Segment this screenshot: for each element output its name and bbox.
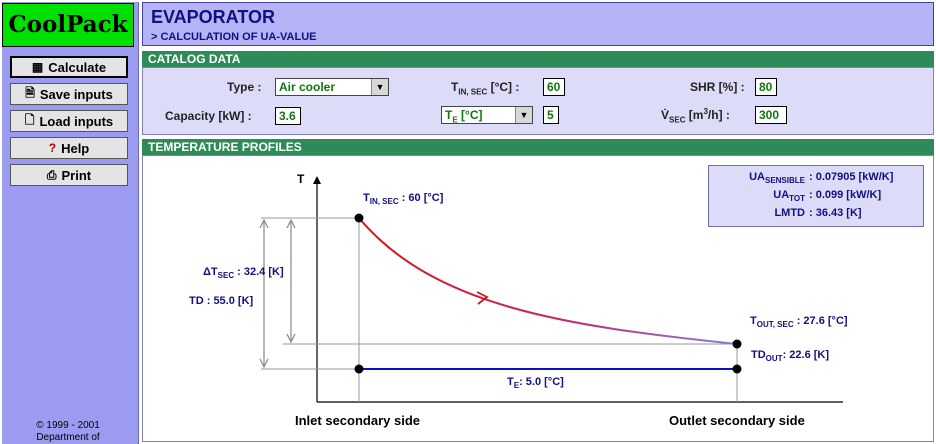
vsec-label-unit1: [m bbox=[685, 108, 704, 122]
page-header: EVAPORATOR > CALCULATION OF UA-VALUE bbox=[142, 2, 934, 46]
te-annot-text: : 5.0 [°C] bbox=[519, 376, 564, 388]
lmtd-value: : 36.43 [K] bbox=[809, 207, 862, 219]
tin-sec-label-main: T bbox=[451, 80, 459, 94]
tout-sec-annotation: TOUT, SEC : 27.6 [°C] bbox=[750, 315, 848, 329]
lmtd-label: LMTD bbox=[774, 207, 805, 219]
save-inputs-button[interactable]: 🗎 Save inputs bbox=[10, 83, 128, 105]
te-annot-main: T bbox=[507, 376, 514, 388]
load-icon: 🗋 bbox=[24, 112, 35, 127]
tin-sec-label-unit: [°C] : bbox=[487, 80, 520, 94]
load-inputs-label: Load inputs bbox=[39, 113, 114, 129]
td-annotation: TD : 55.0 [K] bbox=[189, 295, 254, 307]
tdout-annot-text: : 22.6 [K] bbox=[782, 349, 830, 361]
print-label: Print bbox=[61, 167, 92, 183]
te-outlet-point bbox=[732, 364, 742, 374]
results-box: UASENSIBLE : 0.07905 [kW/K] UATOT : 0.09… bbox=[708, 165, 924, 227]
td-arrow-head-bottom bbox=[259, 358, 269, 369]
tin-annot-text: : 60 [°C] bbox=[398, 192, 444, 204]
app-logo: CoolPack bbox=[2, 3, 134, 47]
type-label: Type : bbox=[227, 80, 262, 94]
ua-tot-sub: TOT bbox=[789, 194, 805, 204]
ua-sensible-label: UASENSIBLE bbox=[749, 171, 805, 185]
tin-sec-label-sub: IN, SEC bbox=[458, 87, 488, 97]
te-field[interactable]: 5 bbox=[543, 106, 559, 124]
page-subtitle: > CALCULATION OF UA-VALUE bbox=[151, 31, 317, 43]
catalog-panel: Type : Air cooler ▼ Capacity [kW] : 3.6 … bbox=[142, 67, 934, 135]
vsec-label-sub: SEC bbox=[669, 115, 686, 125]
shr-label: SHR [%] : bbox=[690, 80, 745, 94]
type-select[interactable]: Air cooler ▼ bbox=[275, 78, 389, 96]
vsec-label-unit2: /h] : bbox=[707, 108, 730, 122]
tout-annot-text: : 27.6 [°C] bbox=[793, 315, 848, 327]
ua-tot-value: : 0.099 [kW/K] bbox=[809, 189, 882, 201]
question-icon: ? bbox=[48, 141, 57, 155]
copyright: © 1999 - 2001 Department of bbox=[6, 420, 130, 444]
te-annot-sub: E bbox=[513, 381, 520, 391]
tin-sec-field[interactable]: 60 bbox=[543, 78, 565, 96]
chevron-down-icon[interactable]: ▼ bbox=[515, 107, 532, 123]
shr-field[interactable]: 80 bbox=[755, 78, 777, 96]
ua-tot-label: UATOT bbox=[773, 189, 805, 203]
secondary-temp-curve bbox=[358, 217, 738, 345]
tin-annot-main: T bbox=[363, 192, 370, 204]
tdout-annot-sub: OUT bbox=[765, 354, 783, 364]
print-button[interactable]: ⎙ Print bbox=[10, 164, 128, 186]
copyright-line2: Department of bbox=[36, 432, 100, 443]
ua-tot-main: UA bbox=[773, 189, 790, 201]
tin-sec-annotation: TIN, SEC : 60 [°C] bbox=[363, 192, 443, 206]
te-annotation: TE: 5.0 [°C] bbox=[507, 376, 564, 390]
dt-annot-text: : 32.4 [K] bbox=[234, 266, 284, 278]
catalog-section-title: CATALOG DATA bbox=[142, 51, 934, 67]
calculate-button[interactable]: ▦ Calculate bbox=[10, 56, 128, 78]
outlet-axis-label: Outlet secondary side bbox=[669, 413, 805, 428]
inlet-axis-label: Inlet secondary side bbox=[295, 413, 420, 428]
printer-icon: ⎙ bbox=[46, 167, 57, 182]
capacity-label: Capacity [kW] : bbox=[165, 109, 252, 123]
help-label: Help bbox=[61, 140, 90, 156]
chevron-down-icon[interactable]: ▼ bbox=[371, 79, 388, 95]
dt-annot-sub: SEC bbox=[217, 271, 235, 281]
profiles-section-title: TEMPERATURE PROFILES bbox=[142, 139, 934, 155]
tout-annot-sub: OUT, SEC bbox=[756, 320, 794, 330]
te-select-sub: E bbox=[452, 115, 458, 125]
tout-point bbox=[732, 339, 742, 349]
ua-sens-main: UA bbox=[749, 171, 765, 183]
capacity-field[interactable]: 3.6 bbox=[275, 107, 301, 125]
tout-annot-main: T bbox=[750, 315, 757, 327]
te-inlet-point bbox=[354, 364, 364, 374]
tdout-annot-main: TD bbox=[751, 349, 766, 361]
td-arrow-head-top bbox=[259, 218, 269, 229]
tin-sec-label: TIN, SEC [°C] : bbox=[451, 80, 519, 96]
calculate-label: Calculate bbox=[48, 59, 107, 75]
t-axis-label: T bbox=[297, 172, 305, 186]
te-select[interactable]: TE [°C] ▼ bbox=[441, 106, 533, 124]
tin-annot-sub: IN, SEC bbox=[369, 197, 399, 207]
tin-point bbox=[354, 213, 364, 223]
save-icon: 🗎 bbox=[25, 85, 35, 100]
profile-svg bbox=[259, 176, 843, 403]
load-inputs-button[interactable]: 🗋 Load inputs bbox=[10, 110, 128, 132]
vsec-label: V̇SEC [m3/h] : bbox=[661, 107, 730, 124]
tdout-annotation: TDOUT: 22.6 [K] bbox=[751, 349, 829, 363]
vsec-field[interactable]: 300 bbox=[755, 106, 787, 124]
ua-sens-sub: SENSIBLE bbox=[764, 176, 805, 186]
dt-arrow-head-top bbox=[286, 218, 296, 229]
help-button[interactable]: ? Help bbox=[10, 137, 128, 159]
te-select-unit: [°C] bbox=[457, 108, 483, 122]
page-title: EVAPORATOR bbox=[151, 7, 276, 27]
calculator-icon: ▦ bbox=[31, 60, 44, 74]
dt-arrow-head-bottom bbox=[286, 333, 296, 344]
copyright-line1: © 1999 - 2001 bbox=[36, 420, 100, 431]
te-select-main: T bbox=[445, 108, 453, 122]
vsec-label-main: V̇ bbox=[661, 108, 670, 122]
save-inputs-label: Save inputs bbox=[39, 86, 113, 102]
dt-annot-main: ΔT bbox=[203, 266, 218, 278]
ua-sensible-value: : 0.07905 [kW/K] bbox=[809, 171, 894, 183]
t-axis-arrow bbox=[313, 176, 321, 184]
flow-direction-arrow bbox=[476, 291, 489, 305]
type-value: Air cooler bbox=[279, 80, 336, 94]
vsec-label-sup: 3 bbox=[703, 107, 708, 116]
dt-sec-annotation: ΔTSEC : 32.4 [K] bbox=[203, 266, 284, 280]
